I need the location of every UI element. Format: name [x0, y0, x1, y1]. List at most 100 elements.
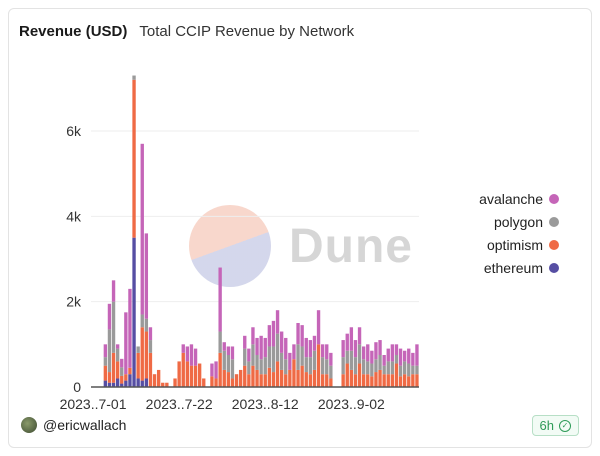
bar-segment-avalanche: [411, 352, 415, 366]
legend-label: optimism: [486, 236, 543, 253]
bar-segment-avalanche: [103, 344, 108, 358]
bar-segment-polygon: [349, 350, 354, 370]
bar-segment-optimism: [234, 374, 239, 387]
bar-segment-polygon: [218, 331, 222, 353]
bar-segment-polygon: [279, 352, 284, 370]
bar-segment-optimism: [296, 369, 300, 387]
bar-segment-optimism: [320, 374, 325, 387]
bar-segment-avalanche: [353, 340, 358, 358]
y-tick-label: 0: [73, 379, 81, 395]
legend-swatch-optimism: [549, 239, 559, 250]
bar-segment-optimism: [111, 352, 116, 383]
bar-segment-avalanche: [325, 344, 329, 360]
bar-segment-optimism: [308, 374, 313, 387]
legend-swatch-ethereum: [549, 262, 559, 273]
bar-segment-polygon: [148, 340, 153, 353]
avatar: [21, 417, 37, 433]
bar-segment-optimism: [271, 372, 276, 387]
bar-segment-avalanche: [357, 327, 362, 345]
bar-segment-polygon: [226, 355, 231, 373]
bar-segment-avalanche: [255, 337, 259, 355]
bar-segment-optimism: [255, 369, 259, 387]
bar-segment-avalanche: [115, 344, 120, 349]
bar-segment-ethereum: [124, 380, 128, 387]
bar-segment-optimism: [329, 378, 333, 387]
stacked-bar-chart: 0 2k 4k 6k 2023..7-01 2023..7-22 2023..8-12 202…: [60, 75, 419, 409]
y-tick-label: 4k: [66, 208, 82, 224]
bar-segment-optimism: [366, 374, 370, 387]
bar-segment-polygon: [411, 365, 415, 375]
bar-segment-optimism: [152, 374, 157, 387]
legend-item-ethereum[interactable]: ethereum: [419, 256, 559, 279]
bar-segment-avalanche: [189, 344, 194, 366]
bar-segment-avalanche: [349, 327, 354, 351]
bar-segment-avalanche: [275, 310, 280, 334]
bar-segment-polygon: [415, 365, 419, 375]
legend-swatch-polygon: [549, 216, 559, 227]
bar-segment-optimism: [284, 374, 288, 387]
bar-segment-polygon: [103, 357, 108, 366]
legend-label: polygon: [493, 213, 543, 230]
author-link[interactable]: @ericwallach: [21, 417, 126, 433]
bar-segment-avalanche: [144, 233, 149, 319]
bar-segment-avalanche: [210, 363, 214, 377]
bar-segment-optimism: [325, 374, 329, 387]
bar-segment-avalanche: [226, 346, 231, 355]
bar-segment-optimism: [189, 365, 194, 387]
bar-segment-optimism: [374, 372, 378, 387]
legend-item-polygon[interactable]: polygon: [419, 210, 559, 233]
bar-segment-polygon: [275, 333, 280, 362]
bar-segment-optimism: [247, 374, 251, 387]
bar-segment-polygon: [390, 361, 395, 375]
bar-segment-avalanche: [394, 344, 399, 355]
bar-segment-optimism: [370, 376, 374, 387]
bar-segment-ethereum: [120, 383, 124, 387]
bar-segment-optimism: [132, 79, 136, 238]
bar-segment-avalanche: [386, 348, 390, 362]
bar-segment-ethereum: [103, 380, 108, 387]
bar-segment-optimism: [156, 369, 161, 387]
bar-segment-optimism: [165, 382, 169, 387]
bar-segment-avalanche: [222, 342, 226, 351]
refresh-badge[interactable]: 6h ✓: [531, 415, 579, 436]
dune-watermark: Dune: [189, 205, 413, 287]
bar-segment-polygon: [378, 355, 382, 370]
bar-segment-avalanche: [402, 350, 407, 362]
bar-segment-avalanche: [308, 340, 313, 358]
bar-segment-ethereum: [128, 374, 132, 387]
bar-segment-optimism: [107, 372, 112, 383]
bar-segment-polygon: [132, 75, 136, 80]
bar-segment-optimism: [140, 327, 144, 381]
bar-segment-optimism: [415, 374, 419, 387]
bar-segment-polygon: [374, 359, 378, 373]
bar-segment-optimism: [267, 367, 272, 387]
bar-segment-optimism: [185, 361, 190, 387]
legend-item-optimism[interactable]: optimism: [419, 233, 559, 256]
bar-segment-optimism: [218, 352, 222, 387]
bar-segment-polygon: [120, 367, 124, 376]
bar-segment-optimism: [115, 361, 120, 379]
bar-segment-optimism: [316, 344, 321, 387]
bar-segment-optimism: [263, 374, 267, 387]
bar-segment-optimism: [193, 365, 198, 387]
legend-item-avalanche[interactable]: avalanche: [419, 187, 559, 210]
bar-segment-polygon: [345, 350, 349, 364]
bar-segment-optimism: [144, 331, 149, 379]
bar-segment-polygon: [259, 359, 263, 375]
bar-segment-avalanche: [415, 344, 419, 366]
bar-segment-polygon: [136, 346, 140, 353]
bar-segment-optimism: [398, 376, 403, 387]
bar-segment-avalanche: [124, 312, 128, 375]
bar-segment-avalanche: [312, 335, 317, 351]
bar-segment-optimism: [292, 359, 296, 387]
bar-segment-optimism: [181, 352, 185, 387]
bar-segment-optimism: [402, 374, 407, 387]
bar-segment-avalanche: [107, 303, 112, 330]
bar-segment-optimism: [124, 374, 128, 381]
bar-segment-polygon: [243, 348, 247, 366]
bar-segment-polygon: [386, 361, 390, 375]
bar-segment-avalanche: [120, 358, 124, 368]
bar-segment-polygon: [251, 344, 255, 366]
bar-segment-optimism: [161, 382, 165, 387]
bar-segment-optimism: [275, 361, 280, 387]
